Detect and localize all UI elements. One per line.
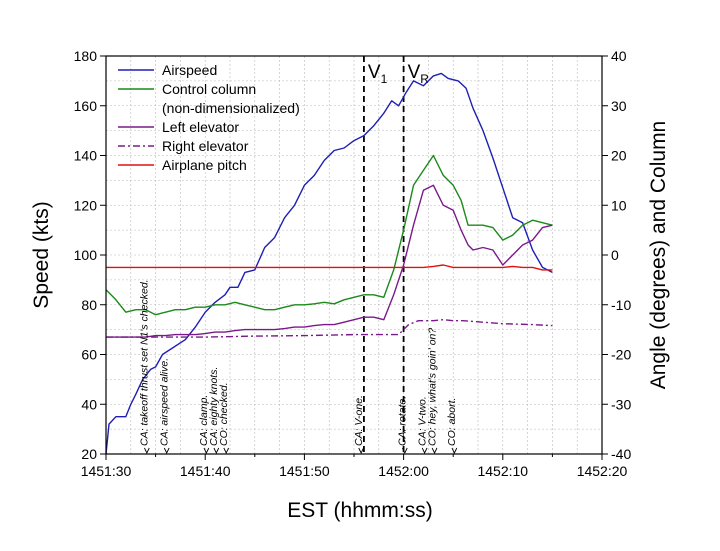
y-left-axis-title: Speed (kts) <box>30 201 53 308</box>
y-left-tick-label: 60 <box>81 347 97 363</box>
legend-label: Left elevator <box>162 119 239 135</box>
series-line-2 <box>106 184 553 338</box>
y-right-tick-label: 40 <box>611 48 627 64</box>
y-left-tick-label: 140 <box>74 148 98 164</box>
annotation-text: CA: airspeed alive. <box>159 358 171 446</box>
series-line-0 <box>105 72 553 455</box>
legend-label: Airspeed <box>162 62 217 78</box>
x-axis-ticks: 1451:30 1451:40 1451:50 1452:00 1452:10 1452:… <box>81 454 628 479</box>
y-right-tick-label: 30 <box>611 98 627 114</box>
y-right-tick-label: 0 <box>611 247 619 263</box>
annotation-arrow <box>163 447 170 455</box>
y-right-tick-label: 20 <box>611 148 627 164</box>
x-tick-label: 1451:40 <box>180 463 231 479</box>
y-right-tick-label: 10 <box>611 197 627 213</box>
y-left-axis-ticks: 20 40 60 80 100 120 140 160 180 <box>74 48 106 462</box>
annotation-text: CA: rotate. <box>397 396 409 446</box>
y-right-axis-ticks: -40 -30 -20 -10 0 10 20 30 40 <box>602 48 631 462</box>
y-right-tick-label: -30 <box>611 396 631 412</box>
legend-label: (non-dimensionalized) <box>162 100 300 116</box>
annotation-arrow <box>213 447 220 455</box>
x-tick-label: 1451:50 <box>279 463 330 479</box>
annotation-text: CA: V-one. <box>353 395 365 446</box>
y-left-tick-label: 180 <box>74 48 98 64</box>
annotation-text: CA: V-two. <box>416 396 428 446</box>
annotation-arrow <box>358 447 364 455</box>
y-left-tick-label: 120 <box>74 197 98 213</box>
y-left-tick-label: 160 <box>74 98 98 114</box>
annotation-arrow <box>451 447 458 455</box>
y-left-tick-label: 100 <box>74 247 98 263</box>
x-tick-label: 1451:30 <box>81 463 132 479</box>
y-left-tick-label: 40 <box>81 396 97 412</box>
annotation-text: CA: eighty knots. <box>208 367 220 446</box>
y-left-tick-label: 20 <box>81 446 97 462</box>
annotation-arrow <box>431 447 438 455</box>
x-axis-title: EST (hhmm:ss) <box>287 499 432 522</box>
x-tick-label: 1452:20 <box>577 463 628 479</box>
y-right-tick-label: -20 <box>611 347 631 363</box>
y-left-tick-label: 80 <box>81 297 97 313</box>
annotation-text: CO: abort. <box>446 398 458 446</box>
annotation-arrow <box>223 447 230 455</box>
legend: Airspeed Control column (non-dimensionaliz… <box>118 62 300 173</box>
series-line-4 <box>106 264 553 271</box>
annotation-arrow <box>144 447 150 455</box>
annotation-arrow <box>421 447 428 455</box>
y-right-axis-title: Angle (degrees) and Column <box>647 121 670 390</box>
x-tick-label: 1452:10 <box>477 463 528 479</box>
y-right-tick-label: -10 <box>611 297 631 313</box>
legend-label: Control column <box>162 81 256 97</box>
cockpit-annotations: CA: takeoff thrust set N1's checked. CA: … <box>139 279 458 455</box>
annotation-arrow <box>203 447 210 455</box>
series-line-3 <box>106 319 553 338</box>
annotation-arrow <box>401 447 408 455</box>
annotation-text: CA: takeoff thrust set N1's checked. <box>139 279 151 446</box>
y-right-tick-label: -40 <box>611 446 631 462</box>
series-lines <box>105 72 553 455</box>
annotation-text: CO: checked. <box>218 382 230 446</box>
x-tick-label: 1452:00 <box>378 463 429 479</box>
gridlines <box>106 56 602 454</box>
legend-label: Airplane pitch <box>162 157 247 173</box>
legend-label: Right elevator <box>162 138 249 154</box>
annotation-text: CA: clamp. <box>198 395 210 446</box>
series-line-1 <box>105 154 553 316</box>
annotation-text: CO: hey, what's goin' on? <box>426 328 438 446</box>
